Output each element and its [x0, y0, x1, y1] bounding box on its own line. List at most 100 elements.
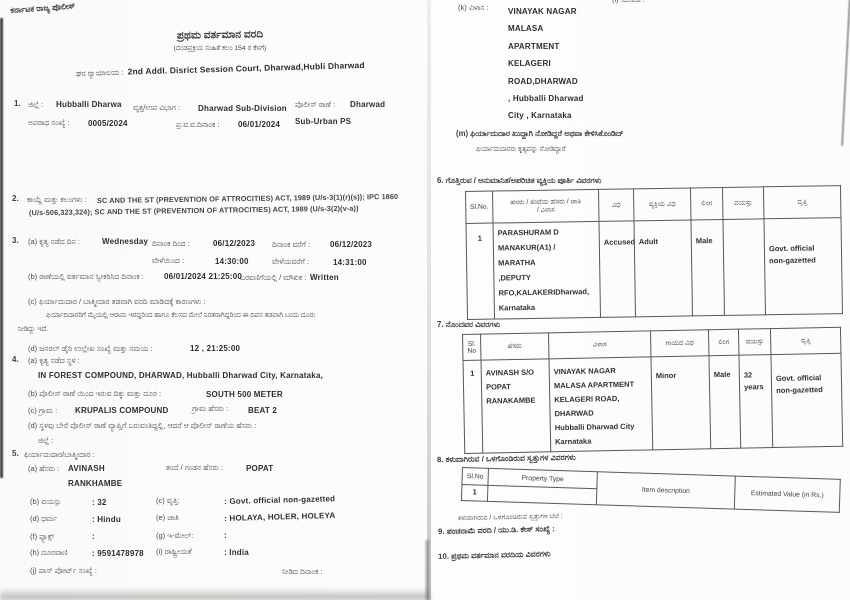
accused-name: PARASHURAM D MANAKUR(A1) / MARATHA ,DEPU… — [493, 221, 601, 320]
court-value: 2nd Addl. Disrict Session Court, Dharwad… — [127, 59, 365, 77]
acts-line2: (U/s-506,323,324); SC AND THE ST (PREVEN… — [28, 203, 359, 218]
victim-address: VINAYAK NAGAR MALASA APARTMENT KELAGERI … — [548, 356, 653, 452]
scan-bottom-shadow — [0, 588, 430, 600]
district-label: ಜಿಲ್ಲೆ : — [28, 100, 44, 109]
place-label: (a) ಕೃತ್ಯ ನಡೆದ ಸ್ಥಳ : — [28, 356, 80, 365]
complainant-name-line2: RANKHAMBE — [68, 479, 123, 488]
victim-col-occupation: ವೃತ್ತಿ — [770, 327, 841, 355]
accused-slno: 1 — [466, 223, 495, 320]
victim-injury-type: Minor — [650, 355, 711, 450]
complainant-label: ಫಿರ್ಯಾದುದಾರ/ಬಾತ್ಮೀದಾರ : — [24, 450, 95, 459]
beat-name-label: ಗ್ರಾಮ ಹೆಸರು : — [192, 404, 229, 413]
other-ps-label: (d) ಸ್ಥಳವು ಬೇರೆ ಪೊಲೀಸ್ ಠಾಣೆ ವ್ಯಾಪ್ತಿಗೆ ಬ… — [28, 421, 257, 430]
written-oral-value: Written — [310, 273, 339, 282]
accused-col-name: ಹೆಸರು / ತಂದೆಯ ಹೆಸರು / ಜಾತಿ / ವಿಳಾಸ — [492, 189, 599, 224]
accused-occupation: Govt. official non-gazetted — [763, 217, 843, 315]
subdivision-value: Dharwad Sub-Division — [198, 104, 287, 113]
direction-distance-label: (b) ಪೊಲೀಸ್ ಠಾಣೆ ಯಿಂದ ಇರುವ ದಿಕ್ಕು ಮತ್ತು ದ… — [28, 389, 162, 398]
occurrence-day-label: (a) ಕೃತ್ಯ ನಡೆದ ದಿನ : — [28, 237, 80, 246]
court-label: ಘನ ನ್ಯಾಯಾಲಯ : — [75, 67, 124, 79]
nationality-value: : India — [224, 548, 249, 557]
religion-value: : Hindu — [92, 515, 121, 524]
section7-title: 7. ನೊಂದವರ ವಿವರಗಳು — [437, 320, 501, 329]
page-gutter-shadow — [426, 540, 429, 600]
accused-type: Accused — [598, 220, 636, 318]
accused-gender: Male — [690, 219, 725, 316]
police-station-label: ಪೊಲೀಸ್ ಠಾಣೆ : — [295, 100, 336, 109]
beat-name-value: BEAT 2 — [248, 406, 278, 415]
victim-occupation: Govt. official non-gazetted — [770, 353, 843, 448]
section6-title: 6. ಗೊತ್ತಿರುವ / ಅನುಮಾನಿತ/ಅಪರಿಚಿತ ವ್ಯಕ್ತಿಯ… — [437, 176, 602, 185]
fax-value: : — [92, 532, 95, 541]
acts-label: ಕಾಯ್ದೆ ಮತ್ತು ಕಲಂಗಳು : — [27, 195, 87, 204]
fir-date-value: 06/01/2024 — [238, 120, 281, 129]
occupation-value: : Govt. official non-gazetted — [224, 494, 336, 506]
accused-row: 1 PARASHURAM D MANAKUR(A1) / MARATHA ,DE… — [466, 217, 843, 320]
time-to-value: 14:31:00 — [333, 258, 367, 267]
caste-value: : HOLAYA, HOLER, HOLEYA — [224, 510, 336, 523]
date-to-value: 06/12/2023 — [330, 240, 373, 249]
witnessed-value: ಫಿರ್ಯಾದುದಾರರು ಕೃತ್ಯವನ್ನು ನೋಡಿದ್ದಾರೆ — [476, 146, 566, 153]
victim-age: 32 years — [738, 354, 773, 449]
property-slno: 1 — [461, 484, 488, 502]
police-station-value-line1: Dharwad — [350, 100, 386, 109]
accused-col-type: ವಿಧ — [598, 188, 634, 222]
subdivision-label: ವೃತ್ತ/ಉಪ ವಿಭಾಗ : — [133, 103, 181, 112]
accused-col-gender: ಲಿಂಗ — [690, 187, 723, 220]
age-value: : 32 — [92, 498, 107, 507]
occurrence-day-value: Wednesday — [102, 237, 149, 246]
occupation-label: (c) ವೃತ್ತಿ: — [156, 496, 180, 505]
form-title: ಪ್ರಥಮ ವರ್ತಮಾನ ವರದಿ — [176, 28, 264, 42]
police-station-value-line2: Sub-Urban PS — [295, 117, 352, 126]
accused-age — [722, 218, 766, 316]
property-type-value — [487, 485, 597, 505]
time-from-value: 14:30:00 — [215, 257, 249, 266]
victim-col-injury-type: ಗಾಯದ ವಿಧ — [650, 329, 709, 357]
email-value: : — [224, 531, 227, 540]
witnessed-label: (m) ಫಿರ್ಯಾದುದಾರ ಖುದ್ದಾಗಿ ನೋಡಿದ್ದರೆ ಅಥವಾ … — [456, 129, 624, 138]
passport-label: (j) ಪಾಸ್ ಪೋರ್ಟ್ ಸಂಖ್ಯೆ : — [30, 566, 97, 575]
complainant-name-line1: AVINASH — [68, 464, 105, 473]
info-received-value: 06/01/2024 21:25:00 — [164, 272, 243, 281]
item2-no: 2. — [12, 194, 19, 203]
item5-no: 5. — [12, 449, 19, 458]
address-value: VINAYAK NAGAR MALASA APARTMENT KELAGERI … — [508, 7, 584, 121]
village-value: KRUPALIS COMPOUND — [75, 406, 169, 415]
email-label: (g) ಇ-ಮೇಲ್: — [156, 531, 194, 540]
scan-left-edge-line — [0, 18, 3, 478]
info-received-label: (b) ಠಾಣೆಯಲ್ಲಿ ವರ್ತಮಾನ ಸ್ವೀಕರಿಸಿದ ದಿನಾಂಕ … — [28, 272, 144, 281]
item1-no: 1. — [14, 99, 21, 108]
victim-col-age: ವಯಸ್ಸು — [738, 328, 771, 356]
section9-label: 9. ಪಂಚನಾಮೆ ವರದಿ / ಯು.ಡಿ. ಕೇಸ್ ಸಂಖ್ಯೆ : — [438, 524, 555, 536]
victim-col-address: ವಿಳಾಸ — [548, 330, 651, 359]
address-label: (k) ವಿಳಾಸ : — [458, 3, 489, 12]
property-col-item-description: Item description — [596, 471, 736, 510]
crime-number-value: 0005/2024 — [88, 119, 128, 128]
victim-table: Sl. No ಹೆಸರು ವಿಳಾಸ ಗಾಯದ ವಿಧ ಲಿಂಗ ವಯಸ್ಸು … — [462, 327, 843, 454]
victim-gender: Male — [708, 355, 741, 449]
age-label: (b) ವಯಸ್ಸು — [30, 497, 62, 506]
form-subtitle: (ದಂಡಪ್ರಕ್ರಿಯ ಸಂಹಿತೆ ಕಲಂ 154 ರ ಕೆಳಗೆ) — [173, 45, 267, 52]
uid-label-clipped: (l) ಯುಐಡಿ : — [612, 0, 645, 4]
victim-slno: 1 — [463, 360, 483, 454]
gd-entry-label: (d) ಜನರಲ್ ಡೈರಿ ಉಲ್ಲೇಖ ಸಂಖ್ಯೆ ಮತ್ತು ಸಮಯ : — [28, 344, 153, 353]
accused-col-age: ವಯಸ್ಸು — [722, 186, 764, 220]
caste-label: (e) ಜಾತಿ — [156, 513, 179, 522]
victim-row: 1 AVINASH S/O POPAT RANAKAMBE VINAYAK NA… — [463, 353, 843, 454]
written-oral-label: ಬರವಣಿಗೆಯಲ್ಲಿ / ಮೌಖಿಕ : — [240, 273, 307, 282]
passport-issue-date-label: ನೀಡಿದ ದಿನಾಂಕ : — [282, 567, 323, 576]
delay-reason-line1: ಫಿರ್ಯಾದಿದಾರರಿಗೆ ಮೈಯಲ್ಲಿ ಆರಾಮ ಇರದ್ದರಿಂದ ಹ… — [46, 312, 316, 319]
delay-reason-label: (c) ಫಿರ್ಯಾದುದಾರ / ಬಾತ್ಮೀದಾರ ತಡವಾಗಿ ವರದಿ … — [28, 297, 206, 306]
accused-col-slno: Sl.No. — [465, 191, 494, 224]
section10-label: 10. ಪ್ರಥಮ ವರ್ತಮಾನ ವರದಿಯ ವಿವರಗಳು — [438, 549, 551, 561]
accused-col-person-type: ವ್ಯಕ್ತಿಯ ವಿಧ — [633, 187, 691, 221]
other-district-label: ಜಿಲ್ಲೆ : — [38, 436, 54, 445]
victim-name: AVINASH S/O POPAT RANAKAMBE — [481, 358, 551, 454]
section8-title: 8. ಕಳುವಾಗಿರುವ / ಒಳಗೊಂಡಿರುವ ಸ್ವತ್ತುಗಳ ವಿವ… — [436, 452, 576, 465]
item3-no: 3. — [12, 236, 19, 245]
village-label: (c) ಗ್ರಾಮ : — [28, 406, 58, 415]
gd-entry-value: 12 , 21:25:00 — [190, 344, 241, 353]
crime-number-label: ಅಪರಾಧ ಸಂಖ್ಯೆ : — [28, 118, 70, 127]
org-name: ಕರ್ನಾಟಕ ರಾಜ್ಯ ಪೊಲೀಸ್ — [10, 1, 76, 15]
